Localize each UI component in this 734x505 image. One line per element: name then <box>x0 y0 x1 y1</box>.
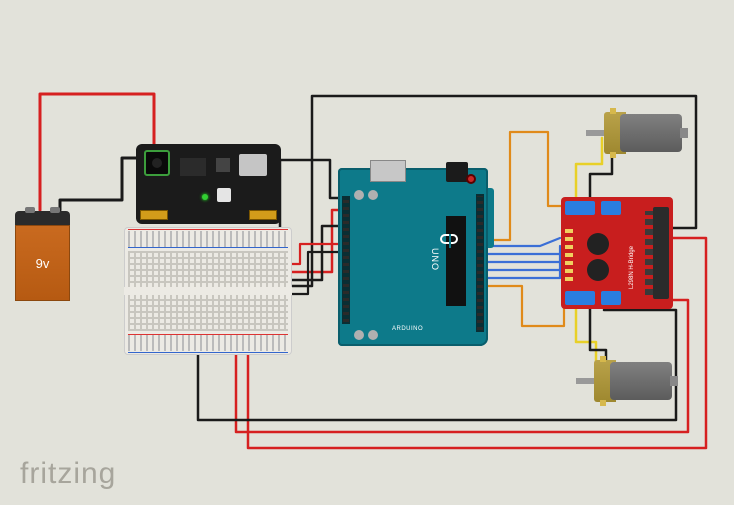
center-channel <box>124 287 292 295</box>
driver-capacitors-icon <box>587 233 609 255</box>
brand-label: ARDUINO <box>392 326 423 332</box>
digital-header <box>476 194 484 332</box>
power-led-icon <box>202 194 208 200</box>
power-rail-neg-top <box>128 247 288 248</box>
wire-ard-d3-enb <box>486 132 564 240</box>
wire-ard-d10-extra <box>486 238 560 246</box>
heatsink-icon <box>653 207 669 299</box>
dc-motor-top <box>586 108 682 158</box>
battery-terminals <box>15 211 70 225</box>
power-terminal-top <box>601 201 621 215</box>
capacitors-icon <box>354 190 364 200</box>
reset-button-icon <box>466 174 476 184</box>
motor-terminal-b <box>600 400 606 406</box>
barrel-jack-icon <box>446 162 468 182</box>
header-pins-tl <box>140 210 168 220</box>
motor-can-icon <box>620 114 682 152</box>
control-pin-row <box>565 227 573 281</box>
fritzing-watermark: fritzing <box>20 457 116 491</box>
barrel-jack-icon <box>144 150 170 176</box>
motor-shaft-icon <box>576 378 594 384</box>
rail-bottom <box>128 335 288 351</box>
wire-ard-d8-to-in4 <box>486 270 560 278</box>
motor-a-terminal <box>565 201 595 215</box>
power-rail-pos-bot <box>128 334 288 335</box>
battery-label: 9v <box>36 256 50 271</box>
usb-b-port-icon <box>370 160 406 182</box>
wire-ard-d6-to-in2 <box>486 254 560 262</box>
power-analog-header <box>342 196 350 324</box>
header-pins-tr <box>249 210 277 220</box>
regulator-chip <box>180 158 206 176</box>
l298n-motor-driver: L298N H-Bridge <box>561 197 673 309</box>
power-terminal-bot <box>601 291 621 305</box>
model-label: UNO <box>430 248 440 271</box>
power-rail-pos-top <box>128 229 288 230</box>
power-rail-neg-bot <box>128 352 288 353</box>
wire-bat-neg-to-psu <box>60 158 148 210</box>
power-button-icon <box>217 188 231 202</box>
arduino-logo-icon <box>440 234 460 284</box>
motor-terminal-a <box>610 108 616 114</box>
wire-gnd-link-top <box>280 160 344 232</box>
motor-shaft-icon <box>586 130 604 136</box>
breadboard-power-supply <box>136 144 281 224</box>
rail-top <box>128 231 288 247</box>
motor-b-terminal <box>565 291 595 305</box>
dc-motor-bottom <box>576 356 672 406</box>
secondary-chip <box>216 158 230 172</box>
motor-terminal-a <box>600 356 606 362</box>
arduino-uno: UNO ARDUINO <box>338 168 488 346</box>
battery-9v: 9v <box>15 211 70 301</box>
battery-body: 9v <box>15 225 70 301</box>
motor-terminal-b <box>610 152 616 158</box>
wire-ard-d5-to-in1 <box>486 246 560 254</box>
wire-ard-d9-ena <box>486 278 564 326</box>
motor-can-icon <box>610 362 672 400</box>
wire-ard-d7-to-in3 <box>486 262 560 270</box>
driver-label: L298N H-Bridge <box>629 246 635 289</box>
usb-port-icon <box>239 154 267 176</box>
breadboard <box>124 227 292 355</box>
